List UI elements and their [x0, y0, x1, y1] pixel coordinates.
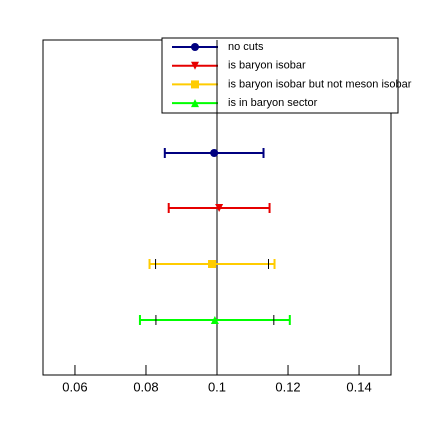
x-tick-label: 0.08: [133, 379, 158, 394]
marker: [215, 204, 224, 212]
legend-box: [161, 37, 399, 114]
x-tick-label: 0.06: [62, 379, 87, 394]
marker: [208, 260, 217, 268]
x-tick-label: 0.14: [346, 379, 371, 394]
x-tick-label: 0.12: [275, 379, 300, 394]
legend-label: no cuts: [228, 41, 264, 53]
marker: [210, 149, 219, 157]
legend-label: is baryon isobar but not meson isobar: [228, 78, 412, 90]
legend-marker: [191, 61, 199, 70]
legend-marker: [191, 43, 199, 51]
legend-marker: [191, 80, 199, 89]
legend-label: is baryon isobar: [228, 60, 306, 72]
x-tick-label: 0.1: [208, 379, 226, 394]
legend-marker: [191, 99, 199, 108]
legend-label: is in baryon sector: [228, 97, 318, 109]
marker: [210, 316, 219, 324]
legend: no cuts is baryon isobar is baryon isobar …: [161, 37, 412, 114]
